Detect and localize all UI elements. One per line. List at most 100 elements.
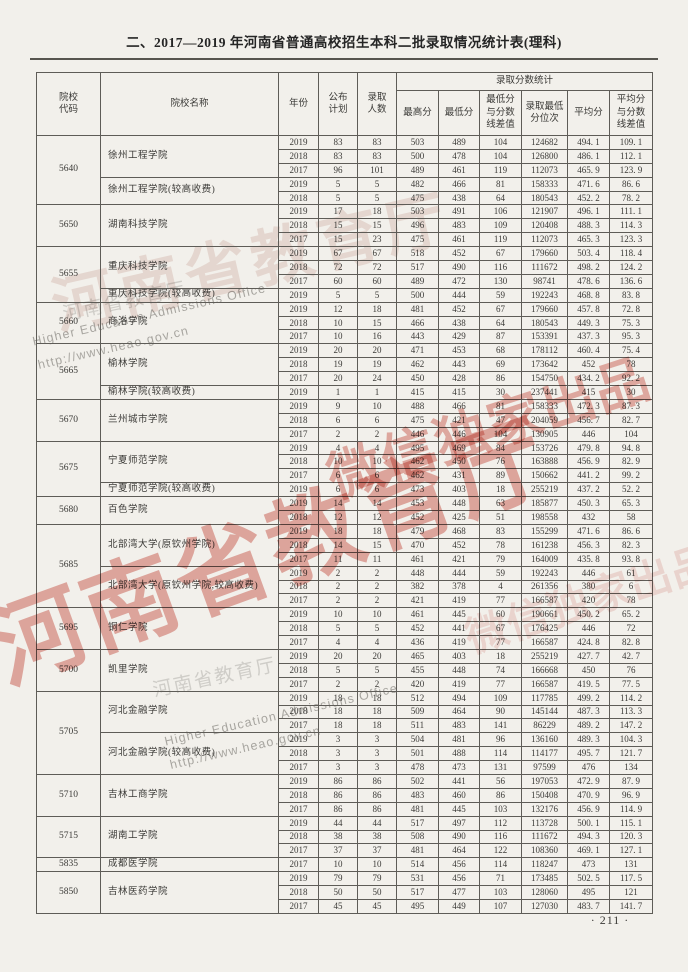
- data-cell: 150662: [521, 468, 568, 484]
- data-cell: 71: [479, 871, 522, 887]
- data-cell: 2019: [278, 482, 319, 498]
- data-cell: 84: [479, 440, 522, 456]
- college-name-cell: 湖南科技学院: [100, 204, 279, 248]
- college-name-cell: 湖南工学院: [100, 815, 279, 859]
- data-cell: 111672: [521, 829, 568, 845]
- data-cell: 112073: [521, 162, 568, 178]
- data-cell: 419: [438, 676, 480, 692]
- data-cell: 4: [318, 440, 358, 456]
- data-cell: 5: [357, 621, 397, 637]
- college-name-cell: 重庆科技学院(较高收费): [100, 287, 279, 303]
- college-name-cell: 吉林工商学院: [100, 773, 279, 817]
- data-cell: 111. 1: [608, 204, 654, 220]
- data-cell: 78: [479, 537, 522, 553]
- college-code-cell: 5670: [36, 398, 101, 442]
- data-cell: 261356: [521, 579, 568, 595]
- data-cell: 67: [318, 246, 358, 262]
- data-cell: 415: [567, 385, 610, 400]
- data-cell: 517: [396, 885, 439, 900]
- table-row: 河北金融学院(较高收费) 2019 3 3 504 481 96 136160 489. 3 10…: [37, 732, 654, 775]
- data-cell: 83: [357, 148, 397, 164]
- table-row: 5835 成都医学院 2017 10 10 514 456 114 118247 473 131: [36, 857, 654, 873]
- data-cell: 90: [479, 704, 522, 720]
- table-row: 宁夏师范学院(较高收费) 2019 6 6 473 403 18 255219 437. 2 52…: [37, 482, 654, 498]
- table-row: 2017 2 2 421 419 77 166587 420 78: [37, 593, 654, 609]
- data-cell: 2019: [278, 690, 319, 706]
- header-college-name: 院校名称: [100, 72, 279, 136]
- data-cell: 420: [396, 676, 439, 692]
- data-cell: 86: [357, 773, 397, 789]
- data-cell: 508: [396, 829, 439, 845]
- data-cell: 453: [438, 343, 480, 359]
- data-cell: 465. 9: [567, 162, 610, 178]
- header-max-score: 最高分: [396, 90, 439, 136]
- data-cell: 434. 2: [567, 371, 610, 387]
- data-cell: 488. 3: [567, 218, 610, 234]
- page-number: · 211 ·: [590, 913, 630, 927]
- data-cell: 503: [396, 135, 439, 150]
- data-cell: 432: [567, 510, 610, 525]
- data-cell: 2019: [278, 135, 319, 150]
- data-cell: 2: [357, 593, 397, 609]
- data-cell: 452: [438, 246, 480, 262]
- data-cell: 2019: [278, 815, 319, 831]
- data-cell: 428: [438, 371, 480, 387]
- data-cell: 163888: [521, 454, 568, 470]
- data-cell: 5: [357, 662, 397, 678]
- data-cell: 2018: [278, 148, 319, 164]
- data-cell: 6: [357, 412, 397, 428]
- data-cell: 2018: [278, 704, 319, 720]
- data-cell: 198558: [521, 510, 568, 525]
- table-row: 5695 铜仁学院 2019 10 10 461 445 60 190661 450. 2 65. …: [36, 607, 654, 650]
- data-cell: 446: [396, 426, 439, 442]
- data-cell: 2019: [278, 607, 319, 623]
- data-cell: 24: [357, 371, 397, 387]
- table-row: 2017 18 18 511 483 141 86229 489. 2 147. 2: [37, 718, 654, 734]
- college-name-cell: 吉林医药学院: [100, 871, 279, 914]
- college-name-cell: 铜仁学院: [100, 607, 279, 650]
- data-cell: 130905: [521, 426, 568, 442]
- data-cell: 2017: [278, 676, 319, 692]
- data-cell: 18: [357, 523, 397, 539]
- data-cell: 449: [438, 898, 480, 914]
- data-cell: 78. 2: [608, 190, 654, 206]
- data-cell: 2018: [278, 787, 319, 803]
- data-cell: 86: [318, 801, 358, 817]
- table-row: 北部湾大学(原钦州学院,较高收费) 2019 2 2 448 444 59 192243 446…: [37, 565, 654, 609]
- data-cell: 18: [357, 718, 397, 734]
- table-row: 5660 商洛学院 2019 12 18 481 452 67 179660 457. 8 72. …: [36, 301, 654, 345]
- college-name-cell: 河北金融学院(较高收费): [100, 732, 279, 775]
- data-cell: 466: [438, 398, 480, 414]
- data-cell: 2017: [278, 329, 319, 345]
- data-cell: 131: [479, 760, 522, 775]
- data-cell: 469: [438, 440, 480, 456]
- data-cell: 76: [479, 454, 522, 470]
- table-row: 2018 18 18 509 464 90 145144 487. 3 113. 3: [37, 704, 654, 720]
- data-cell: 136160: [521, 732, 568, 748]
- data-cell: 18: [318, 704, 358, 720]
- data-cell: 483: [396, 787, 439, 803]
- data-cell: 114. 3: [608, 218, 654, 234]
- data-cell: 107: [479, 898, 522, 914]
- data-cell: 136. 6: [608, 273, 654, 289]
- college-code-cell: 5655: [36, 246, 101, 303]
- data-cell: 114177: [521, 746, 568, 762]
- data-cell: 425: [438, 510, 480, 525]
- data-cell: 95. 3: [608, 329, 654, 345]
- data-cell: 5: [357, 287, 397, 303]
- data-cell: 78: [608, 593, 654, 609]
- data-cell: 498. 2: [567, 260, 610, 275]
- data-cell: 104: [479, 148, 522, 164]
- table-row: 重庆科技学院(较高收费) 2019 5 5 500 444 59 192243 468. 8 83…: [37, 287, 654, 303]
- data-cell: 115. 1: [608, 815, 654, 831]
- header-avg-score: 平均分: [567, 90, 610, 136]
- data-cell: 10: [357, 454, 397, 470]
- data-cell: 63: [479, 496, 522, 512]
- data-cell: 10: [318, 607, 358, 623]
- data-cell: 490: [438, 829, 480, 845]
- data-cell: 20: [318, 371, 358, 387]
- data-cell: 86: [357, 787, 397, 803]
- college-name-cell: 重庆科技学院: [100, 246, 279, 289]
- data-cell: 421: [438, 551, 480, 567]
- data-cell: 2019: [278, 648, 319, 664]
